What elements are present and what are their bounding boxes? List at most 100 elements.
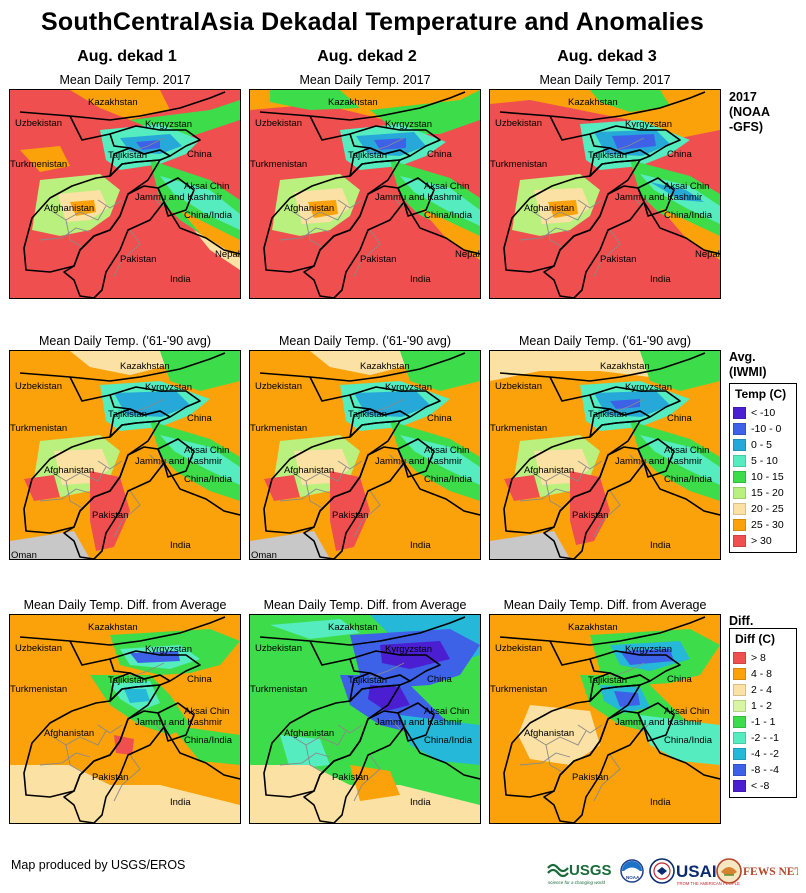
label-jammu-kashmir: Jammu and Kashmir — [375, 456, 462, 467]
label-nepal: Nepal — [215, 249, 240, 260]
map-title-r3-c1: Mean Daily Temp. Diff. from Average — [23, 598, 227, 612]
label-tajikistan: Tajikistan — [108, 409, 147, 420]
map-title-r2-c3: Mean Daily Temp. ('61-'90 avg) — [519, 334, 691, 348]
label-china: China — [667, 413, 693, 424]
label-kazakhstan: Kazakhstan — [120, 361, 170, 372]
label-china: China — [667, 674, 693, 685]
label-india: India — [410, 797, 431, 808]
diff-legend-item: -2 - -1 — [733, 730, 794, 746]
label-jammu-kashmir: Jammu and Kashmir — [615, 717, 702, 728]
label-india: India — [170, 274, 191, 285]
label-jammu-kashmir: Jammu and Kashmir — [615, 192, 702, 203]
label-aksai-chin: Aksai Chin — [424, 181, 469, 192]
temp-legend-label: 5 - 10 — [751, 455, 778, 467]
temp-legend-label: > 30 — [751, 535, 772, 547]
label-kyrgyzstan: Kyrgyzstan — [145, 382, 192, 393]
label-china-india: China/India — [664, 735, 713, 746]
map-credit: Map produced by USGS/EROS — [11, 858, 186, 872]
label-india: India — [650, 797, 671, 808]
map-average-dekad-2: Kazakhstan Uzbekistan Kyrgyzstan Tajikis… — [249, 350, 481, 560]
label-china: China — [427, 149, 453, 160]
label-tajikistan: Tajikistan — [108, 150, 147, 161]
temp-legend-item: 25 - 30 — [733, 517, 794, 533]
map-diff-dekad-1: Kazakhstan Uzbekistan Kyrgyzstan Tajikis… — [9, 614, 241, 824]
temp-legend-label: 20 - 25 — [751, 503, 784, 515]
noaa-logo: NOAA — [620, 859, 644, 883]
diff-legend-item: < -8 — [733, 778, 794, 794]
noaa-wordmark: NOAA — [626, 875, 640, 880]
map-title-r1-c2: Mean Daily Temp. 2017 — [299, 73, 431, 87]
diff-legend-swatch — [733, 652, 746, 664]
map-title-r1-c3: Mean Daily Temp. 2017 — [539, 73, 671, 87]
temp-legend-item: 5 - 10 — [733, 453, 794, 469]
label-nepal: Nepal — [455, 249, 480, 260]
diff-legend-item: 1 - 2 — [733, 698, 794, 714]
label-pakistan: Pakistan — [120, 254, 156, 265]
map-2017-dekad-2: Kazakhstan Uzbekistan Kyrgyzstan Tajikis… — [249, 89, 481, 299]
temp-legend-label: 15 - 20 — [751, 487, 784, 499]
map-diff-dekad-3: Kazakhstan Uzbekistan Kyrgyzstan Tajikis… — [489, 614, 721, 824]
label-turkmenistan: Turkmenistan — [10, 159, 67, 170]
label-uzbekistan: Uzbekistan — [15, 118, 62, 129]
diff-legend-swatch — [733, 668, 746, 680]
diff-legend-label: -4 - -2 — [751, 748, 780, 760]
label-jammu-kashmir: Jammu and Kashmir — [135, 456, 222, 467]
temp-legend-label: < -10 — [751, 407, 776, 419]
label-china: China — [187, 674, 213, 685]
diff-legend-swatch — [733, 732, 746, 744]
diff-legend-label: 2 - 4 — [751, 684, 773, 696]
temp-legend-item: -10 - 0 — [733, 421, 794, 437]
diff-legend-label: > 8 — [751, 652, 766, 664]
label-oman: Oman — [11, 550, 37, 559]
label-kazakhstan: Kazakhstan — [88, 97, 138, 108]
label-kyrgyzstan: Kyrgyzstan — [385, 382, 432, 393]
label-jammu-kashmir: Jammu and Kashmir — [615, 456, 702, 467]
label-pakistan: Pakistan — [332, 772, 368, 783]
map-title-r2-c2: Mean Daily Temp. ('61-'90 avg) — [279, 334, 451, 348]
temp-legend-swatch — [733, 503, 746, 515]
label-pakistan: Pakistan — [92, 510, 128, 521]
temp-legend-item: 10 - 15 — [733, 469, 794, 485]
temp-legend-label: -10 - 0 — [751, 423, 782, 435]
label-china-india: China/India — [664, 474, 713, 485]
map-2017-dekad-1: Kazakhstan Uzbekistan Kyrgyzstan Tajikis… — [9, 89, 241, 299]
temp-legend-swatch — [733, 535, 746, 547]
row-label-average: Avg. (IWMI) — [729, 350, 767, 379]
map-title-r3-c2: Mean Daily Temp. Diff. from Average — [263, 598, 467, 612]
label-tajikistan: Tajikistan — [108, 675, 147, 686]
label-pakistan: Pakistan — [92, 772, 128, 783]
label-oman: Oman — [251, 550, 277, 559]
label-pakistan: Pakistan — [572, 510, 608, 521]
label-india: India — [410, 274, 431, 285]
diff-legend-item: 4 - 8 — [733, 666, 794, 682]
temp-legend-item: 20 - 25 — [733, 501, 794, 517]
usaid-tagline: FROM THE AMERICAN PEOPLE — [677, 881, 740, 886]
temp-legend-item: 0 - 5 — [733, 437, 794, 453]
label-kyrgyzstan: Kyrgyzstan — [625, 382, 672, 393]
usgs-wordmark: USGS — [569, 862, 612, 879]
diff-legend-swatch — [733, 748, 746, 760]
label-india: India — [410, 540, 431, 551]
label-afghanistan: Afghanistan — [524, 465, 574, 476]
label-aksai-chin: Aksai Chin — [664, 445, 709, 456]
row-label-2017: 2017 (NOAA -GFS) — [729, 90, 770, 134]
label-jammu-kashmir: Jammu and Kashmir — [135, 192, 222, 203]
temp-legend-swatch — [733, 439, 746, 451]
temp-legend-swatch — [733, 423, 746, 435]
label-afghanistan: Afghanistan — [284, 728, 334, 739]
diff-legend-item: -4 - -2 — [733, 746, 794, 762]
label-afghanistan: Afghanistan — [44, 465, 94, 476]
label-china: China — [427, 413, 453, 424]
label-pakistan: Pakistan — [600, 254, 636, 265]
label-turkmenistan: Turkmenistan — [490, 684, 547, 695]
diff-legend-swatch — [733, 684, 746, 696]
label-tajikistan: Tajikistan — [588, 675, 627, 686]
diff-legend-swatch — [733, 716, 746, 728]
label-pakistan: Pakistan — [572, 772, 608, 783]
label-kazakhstan: Kazakhstan — [88, 622, 138, 633]
label-china: China — [187, 413, 213, 424]
temp-legend-label: 0 - 5 — [751, 439, 773, 451]
label-jammu-kashmir: Jammu and Kashmir — [375, 192, 462, 203]
map-title-r3-c3: Mean Daily Temp. Diff. from Average — [503, 598, 707, 612]
temp-legend-label: 25 - 30 — [751, 519, 784, 531]
